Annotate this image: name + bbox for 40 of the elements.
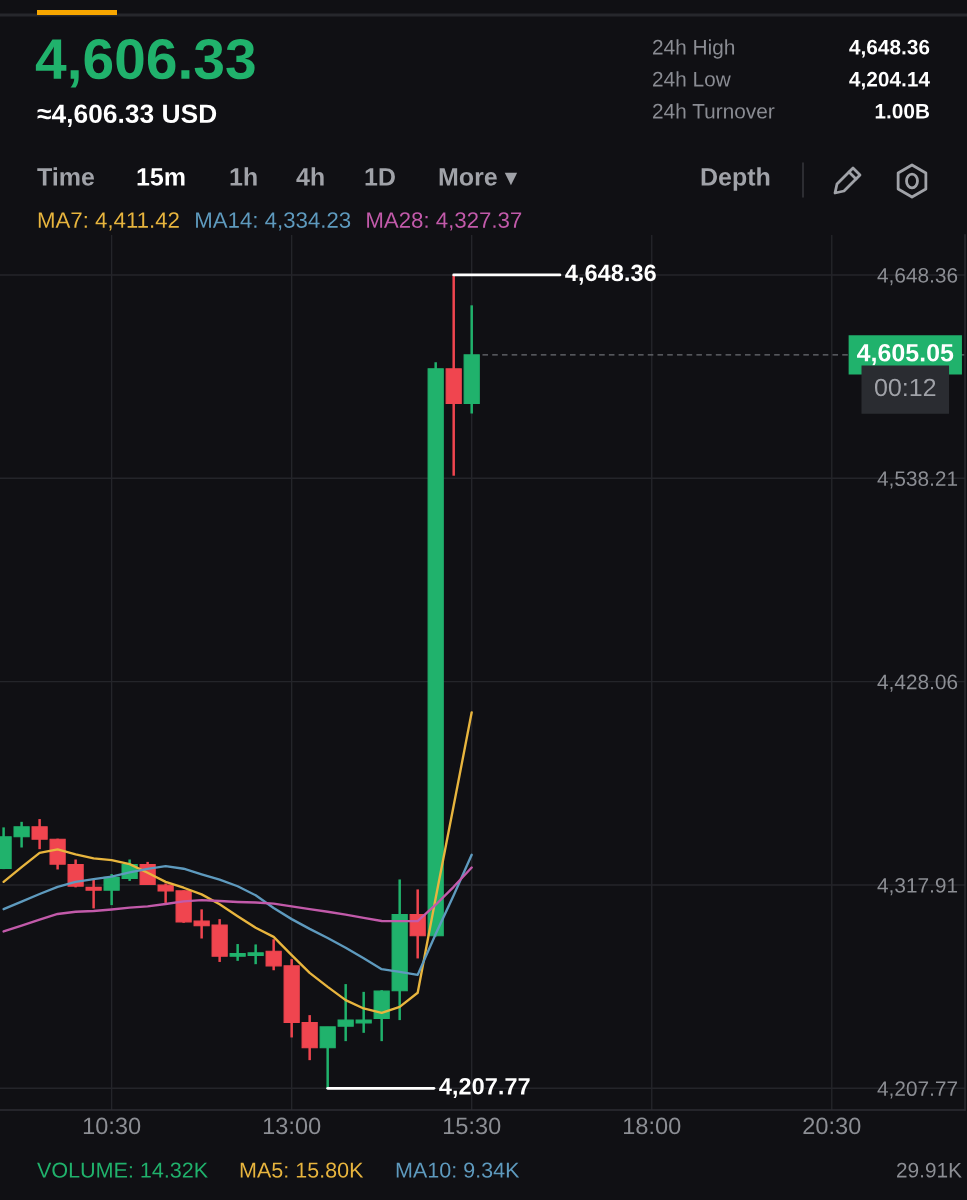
text: 4,648.36 [849,39,930,58]
text: MA28: 4,327.37 [367,212,522,231]
y-tick-label: 4,538.21 [877,471,958,489]
x-tick-label: 10:30 [83,1117,141,1135]
text: 1h [230,167,257,186]
annotation: 4,648.36 [565,264,656,285]
text: Depth [701,167,770,191]
x-tick-label: 20:30 [803,1117,861,1135]
text: 4,204.14 [849,71,930,90]
text: 24h Low [653,71,731,87]
text: 29.91K [897,1162,962,1178]
x-tick-label: 13:00 [263,1117,321,1135]
x-tick-label: 18:00 [624,1117,681,1135]
text: MA10: 9.34K [396,1162,520,1178]
annotation: 00:12 [874,378,936,397]
text: 1D [365,168,395,186]
candlestick [85,878,102,910]
chart-title: 4,606.33 [35,38,255,88]
x-tick-label: 15:30 [443,1117,501,1135]
text: More ▾ [439,168,518,186]
text: MA14: 4,334.23 [196,212,351,231]
line-series [2,853,473,977]
ref-line-label: 4,605.05 [857,343,954,366]
y-tick-label: 4,317.91 [877,877,958,896]
text: 24h High [653,39,735,59]
text: 1.00B [875,103,930,119]
text: 15m [137,168,185,186]
candlestick [409,888,426,960]
y-tick-label: 4,428.06 [877,674,958,692]
text: 4h [296,167,324,186]
text: MA7: 4,411.42 [38,212,179,231]
annotation: 4,207.77 [439,1077,530,1099]
text: 24h Turnover [653,103,775,119]
chart-subtitle: ≈4,606.33 USD [37,104,217,127]
line-series [2,711,473,1015]
text: Time [37,167,95,186]
text: VOLUME: 14.32K [37,1162,208,1178]
text: MA5: 15.80K [240,1162,364,1178]
y-tick-label: 4,648.36 [877,267,958,286]
y-tick-label: 4,207.77 [877,1081,958,1099]
